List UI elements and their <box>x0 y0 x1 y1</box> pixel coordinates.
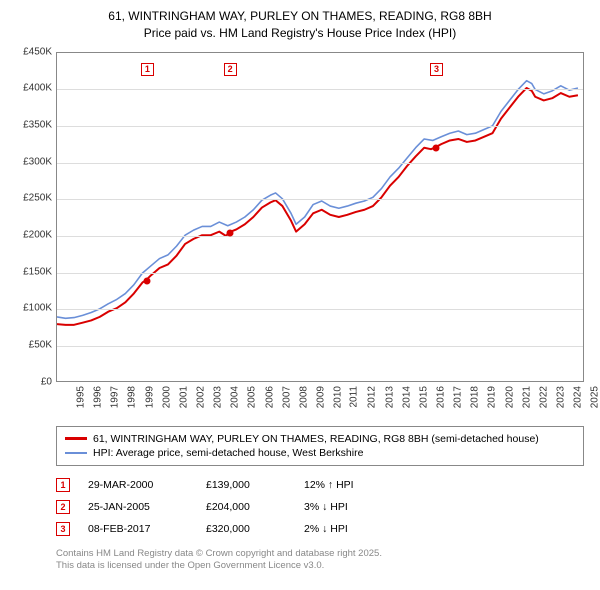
x-axis-label: 2005 <box>247 386 258 408</box>
y-axis-label: £300K <box>10 156 52 167</box>
event-price: £139,000 <box>206 479 286 491</box>
event-price: £320,000 <box>206 523 286 535</box>
event-row: 2 25-JAN-2005 £204,000 3% ↓ HPI <box>56 496 584 518</box>
attribution: Contains HM Land Registry data © Crown c… <box>56 548 584 573</box>
x-axis-label: 2011 <box>349 386 360 408</box>
y-axis-label: £150K <box>10 266 52 277</box>
attribution-line-1: Contains HM Land Registry data © Crown c… <box>56 548 584 560</box>
title-line-1: 61, WINTRINGHAM WAY, PURLEY ON THAMES, R… <box>10 8 590 25</box>
title-line-2: Price paid vs. HM Land Registry's House … <box>10 25 590 42</box>
legend-swatch <box>65 452 87 454</box>
attribution-line-2: This data is licensed under the Open Gov… <box>56 560 584 572</box>
y-axis-label: £450K <box>10 46 52 57</box>
x-axis-label: 2012 <box>367 386 378 408</box>
x-axis-label: 2016 <box>435 386 446 408</box>
x-axis-label: 2003 <box>212 386 223 408</box>
x-axis-label: 2014 <box>401 386 412 408</box>
x-axis-label: 2001 <box>178 386 189 408</box>
event-delta: 2% ↓ HPI <box>304 523 384 535</box>
x-axis-label: 2006 <box>264 386 275 408</box>
y-axis-label: £50K <box>10 339 52 350</box>
event-row: 1 29-MAR-2000 £139,000 12% ↑ HPI <box>56 474 584 496</box>
chart-lines-svg <box>57 53 583 381</box>
x-axis-label: 2007 <box>281 386 292 408</box>
x-axis-label: 1997 <box>110 386 121 408</box>
gridline <box>57 236 583 237</box>
event-marker: 3 <box>56 522 70 536</box>
y-axis-label: £400K <box>10 83 52 94</box>
series-price_paid <box>57 88 578 325</box>
gridline <box>57 89 583 90</box>
gridline <box>57 273 583 274</box>
x-axis-label: 2022 <box>538 386 549 408</box>
event-date: 25-JAN-2005 <box>88 501 188 513</box>
x-axis-label: 2021 <box>521 386 532 408</box>
sale-marker-dot <box>433 144 440 151</box>
gridline <box>57 346 583 347</box>
x-axis-label: 2008 <box>298 386 309 408</box>
sale-marker-box: 3 <box>430 63 443 76</box>
y-axis-label: £200K <box>10 229 52 240</box>
sale-events-table: 1 29-MAR-2000 £139,000 12% ↑ HPI 2 25-JAN-200… <box>56 474 584 540</box>
gridline <box>57 126 583 127</box>
y-axis-label: £100K <box>10 303 52 314</box>
sale-marker-box: 1 <box>141 63 154 76</box>
event-row: 3 08-FEB-2017 £320,000 2% ↓ HPI <box>56 518 584 540</box>
x-axis-label: 2020 <box>504 386 515 408</box>
gridline <box>57 309 583 310</box>
x-axis-label: 2010 <box>332 386 343 408</box>
chart-container: 61, WINTRINGHAM WAY, PURLEY ON THAMES, R… <box>0 0 600 582</box>
sale-marker-dot <box>143 277 150 284</box>
y-axis-label: £250K <box>10 193 52 204</box>
x-axis-label: 2009 <box>315 386 326 408</box>
legend-row: HPI: Average price, semi-detached house,… <box>65 446 575 460</box>
plot-area: 1 2 3 <box>56 52 584 382</box>
y-axis-label: £350K <box>10 119 52 130</box>
x-axis-label: 1995 <box>75 386 86 408</box>
chart-title: 61, WINTRINGHAM WAY, PURLEY ON THAMES, R… <box>10 8 590 42</box>
legend-row: 61, WINTRINGHAM WAY, PURLEY ON THAMES, R… <box>65 432 575 446</box>
event-delta: 12% ↑ HPI <box>304 479 384 491</box>
event-marker: 1 <box>56 478 70 492</box>
x-axis-label: 2017 <box>452 386 463 408</box>
x-axis-label: 2019 <box>487 386 498 408</box>
x-axis-label: 1999 <box>144 386 155 408</box>
x-axis-label: 2018 <box>470 386 481 408</box>
event-delta: 3% ↓ HPI <box>304 501 384 513</box>
x-axis-label: 2025 <box>590 386 600 408</box>
legend-label: 61, WINTRINGHAM WAY, PURLEY ON THAMES, R… <box>93 433 539 445</box>
x-axis-label: 2000 <box>161 386 172 408</box>
sale-marker-dot <box>226 229 233 236</box>
gridline <box>57 163 583 164</box>
legend-swatch <box>65 437 87 440</box>
x-axis-label: 2004 <box>230 386 241 408</box>
gridline <box>57 199 583 200</box>
x-axis-label: 2013 <box>384 386 395 408</box>
sale-marker-box: 2 <box>224 63 237 76</box>
x-axis-label: 1996 <box>92 386 103 408</box>
x-axis-label: 2002 <box>195 386 206 408</box>
x-axis-label: 2024 <box>572 386 583 408</box>
event-date: 29-MAR-2000 <box>88 479 188 491</box>
event-marker: 2 <box>56 500 70 514</box>
event-date: 08-FEB-2017 <box>88 523 188 535</box>
legend: 61, WINTRINGHAM WAY, PURLEY ON THAMES, R… <box>56 426 584 466</box>
legend-label: HPI: Average price, semi-detached house,… <box>93 447 363 459</box>
event-price: £204,000 <box>206 501 286 513</box>
x-axis-label: 2023 <box>555 386 566 408</box>
chart-area: 1 2 3 £0 £50K £100K £150K £200K £250K £300K £350K… <box>10 48 590 418</box>
y-axis-label: £0 <box>10 376 52 387</box>
x-axis-label: 1998 <box>127 386 138 408</box>
x-axis-label: 2015 <box>418 386 429 408</box>
